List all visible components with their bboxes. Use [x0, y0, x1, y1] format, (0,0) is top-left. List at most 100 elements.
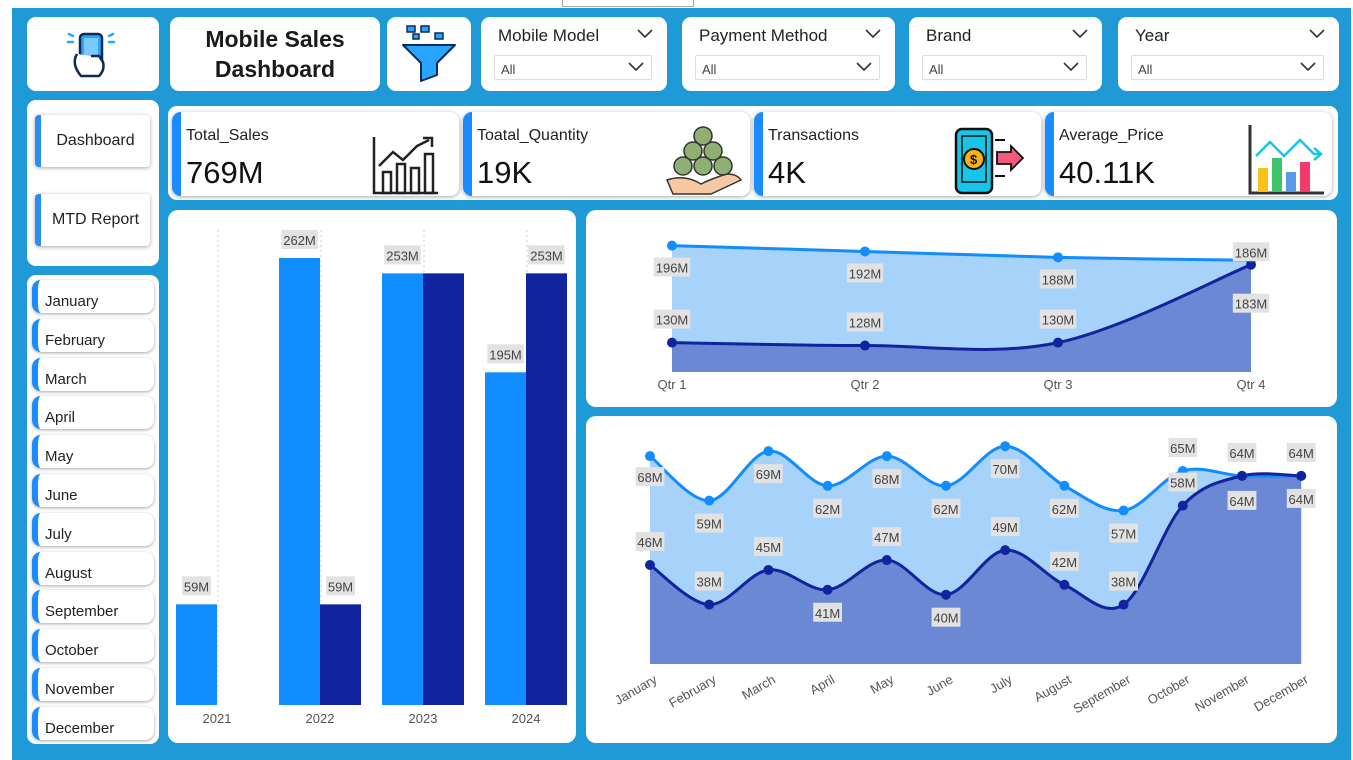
month-item-november[interactable]: November — [32, 668, 154, 701]
month-item-december[interactable]: December — [32, 706, 154, 740]
data-label-series-1-group: 62M — [1050, 498, 1079, 518]
filter-card[interactable] — [387, 17, 471, 91]
chevron-down-icon[interactable] — [865, 29, 881, 39]
data-label-series-1-bg — [653, 257, 691, 277]
x-tick-label: December — [1251, 671, 1311, 714]
data-label-series-1-bg — [1039, 269, 1077, 289]
data-label-series-2-group: 40M — [931, 607, 961, 627]
slicer-mobile-model[interactable]: Mobile Model All — [481, 17, 667, 91]
bar-data-label-group: 262M — [281, 230, 318, 249]
data-label-series-1-bg — [1232, 242, 1270, 262]
kpi-average-price: Average_Price 40.11K — [1045, 112, 1332, 196]
data-label-series-2: 42M — [1052, 555, 1077, 570]
data-label-series-2-bg — [754, 536, 783, 556]
data-label-series-1-group: 69M — [754, 464, 783, 484]
data-label-series-2-group: 41M — [813, 602, 842, 622]
dropdown-value: All — [702, 62, 717, 77]
mtd-report-button[interactable]: MTD Report — [35, 194, 150, 246]
bar-chart-svg: 59M 2021 262M 59M 2022 253M 2023 195M 253M 2024 — [176, 230, 567, 726]
dropdown-value: All — [1138, 62, 1153, 77]
point-series-2 — [941, 589, 951, 600]
payment-method-dropdown[interactable]: All — [695, 55, 880, 80]
month-item-october[interactable]: October — [32, 629, 154, 663]
data-label-series-2-bg — [1232, 293, 1270, 313]
title-line-1: Mobile Sales — [205, 26, 345, 52]
data-label-series-2-group: 58M — [1168, 472, 1198, 492]
data-label-series-2-group: 42M — [1050, 551, 1079, 571]
month-item-june[interactable]: June — [32, 474, 154, 507]
point-series-2 — [822, 584, 833, 595]
kpi-value: 769M — [186, 155, 264, 190]
x-tick-label: 2021 — [203, 711, 232, 726]
mobile-payment-icon: $ — [954, 127, 1025, 195]
data-label-series-1: 186M — [1235, 245, 1268, 260]
data-label-series-1-bg — [1286, 442, 1316, 462]
data-label-series-1-group: 65M — [1168, 437, 1198, 457]
month-item-july[interactable]: July — [32, 512, 154, 546]
quarterly-area-chart: 196M 192M 188M 186M 130M 128M 130M 183M Qtr 1 Qtr… — [586, 210, 1337, 407]
point-series-2 — [1177, 500, 1188, 511]
point-series-1 — [941, 480, 951, 491]
slicer-label: Mobile Model — [498, 26, 600, 45]
data-label-series-2-group: 47M — [872, 527, 902, 547]
bar-data-label-group: 253M — [528, 245, 565, 265]
month-item-august[interactable]: August — [32, 551, 154, 585]
data-label-series-1: 188M — [1042, 272, 1075, 287]
data-label-series-1-bg — [872, 469, 902, 489]
point-series-2 — [1246, 259, 1256, 270]
bar-2021-series1 — [176, 604, 217, 705]
slicer-brand[interactable]: Brand All — [909, 17, 1102, 91]
data-label-series-1: 196M — [656, 261, 689, 276]
point-series-1 — [860, 246, 870, 257]
bar-data-label-group: 253M — [384, 245, 421, 265]
x-tick-label: August — [1031, 671, 1074, 704]
chevron-down-icon[interactable] — [637, 29, 653, 39]
brand-dropdown[interactable]: All — [922, 55, 1087, 80]
chevron-down-icon[interactable] — [1072, 29, 1088, 39]
slicer-year[interactable]: Year All — [1118, 17, 1339, 91]
data-label-series-2-group: 130M — [1039, 309, 1077, 329]
data-label-series-2-bg — [635, 532, 665, 551]
data-label-series-1-group: 64M — [1286, 442, 1316, 462]
bar-data-label-bg — [326, 576, 355, 596]
point-series-2 — [860, 340, 870, 351]
kpi-transactions: Transactions 4K $ — [754, 112, 1041, 196]
month-item-september[interactable]: September — [32, 590, 154, 624]
bar-data-label: 262M — [283, 233, 316, 248]
bar-2023-series1 — [382, 273, 423, 705]
chevron-down-icon[interactable] — [1309, 29, 1325, 39]
data-label-series-2: 130M — [656, 313, 689, 328]
data-label-series-2: 58M — [1170, 476, 1195, 491]
dropdown-value: All — [929, 62, 944, 77]
month-item-january[interactable]: January — [32, 280, 154, 313]
chevron-down-icon — [1300, 62, 1316, 72]
point-series-2 — [1296, 470, 1307, 481]
data-label-series-1-bg — [694, 513, 724, 533]
month-slicer: January February March April May June July Augu… — [27, 275, 159, 744]
bar-data-label: 253M — [386, 248, 419, 263]
data-label-series-1-group: 186M — [1232, 242, 1270, 262]
point-series-1 — [822, 480, 833, 491]
funnel-icon — [402, 25, 456, 82]
x-tick-label: March — [739, 672, 778, 703]
slicer-label: Payment Method — [699, 26, 828, 45]
bar-data-label-bg — [182, 576, 211, 596]
month-item-february[interactable]: February — [32, 318, 154, 352]
bar-2024-series1 — [485, 372, 526, 705]
data-label-series-2: 41M — [815, 606, 840, 621]
title-line-2: Dashboard — [214, 56, 336, 82]
bar-2022-series2 — [320, 604, 361, 705]
x-tick-label: May — [868, 671, 897, 697]
x-tick-label: 2022 — [306, 711, 335, 726]
year-dropdown[interactable]: All — [1131, 55, 1324, 80]
point-series-1 — [645, 451, 655, 462]
mobile-model-dropdown[interactable]: All — [494, 55, 652, 80]
data-label-series-2-group: 45M — [754, 536, 783, 556]
month-item-may[interactable]: May — [32, 435, 154, 469]
month-item-april[interactable]: April — [32, 396, 154, 430]
dashboard-button[interactable]: Dashboard — [35, 115, 150, 167]
bar-2023-series2 — [423, 273, 464, 705]
slicer-payment-method[interactable]: Payment Method All — [682, 17, 895, 91]
month-item-march[interactable]: March — [32, 357, 154, 391]
slicer-label: Brand — [926, 26, 972, 45]
